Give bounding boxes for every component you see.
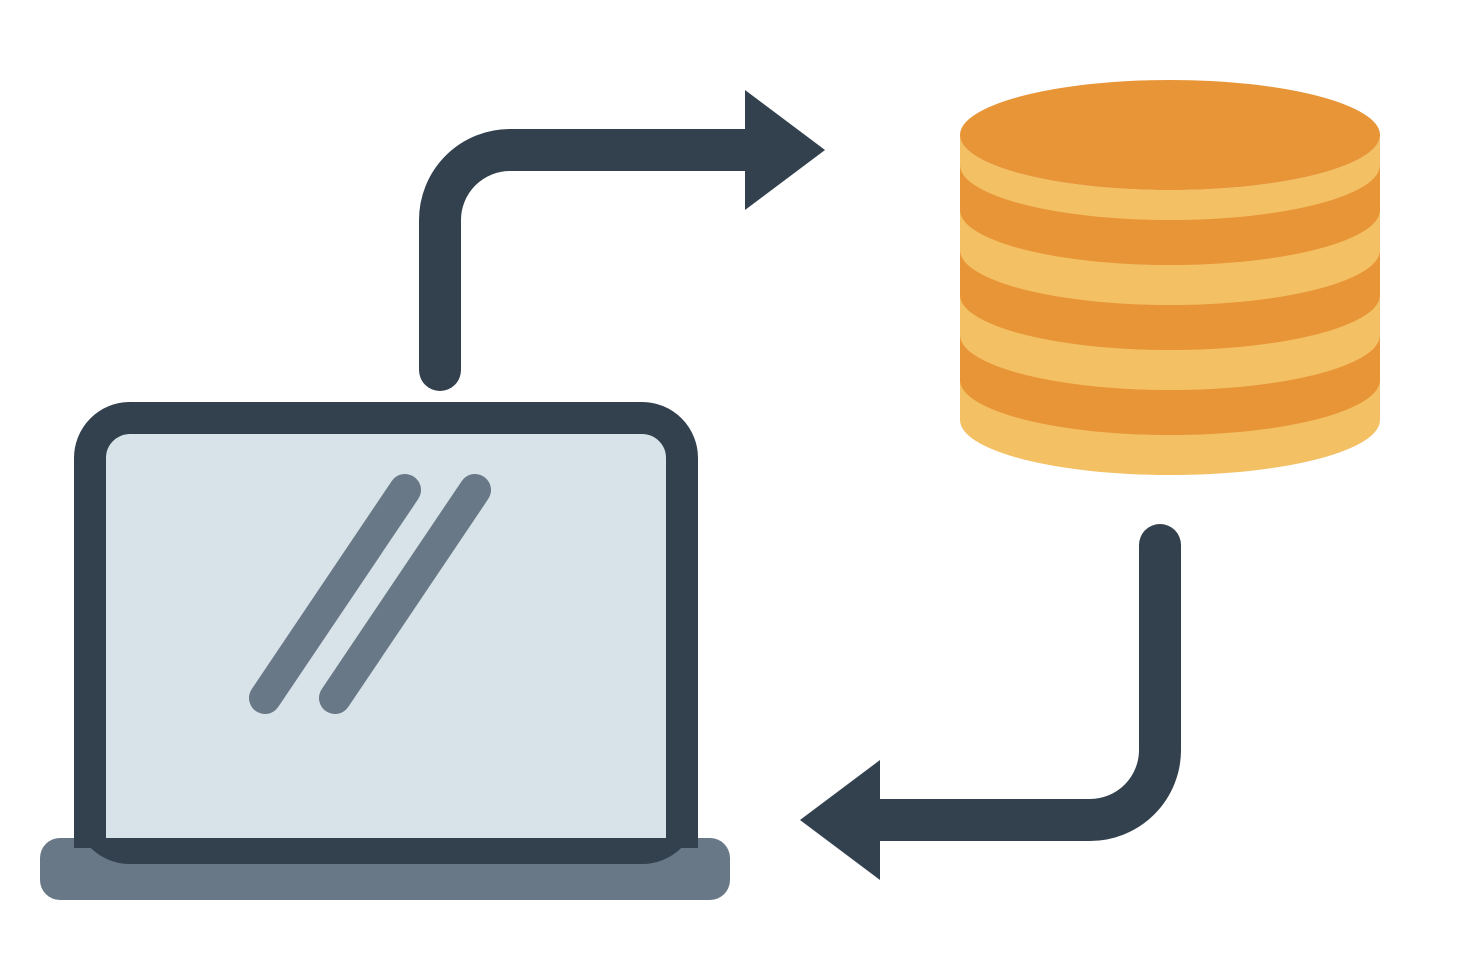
arrow-down-shaft bbox=[870, 545, 1160, 820]
laptop-screen-bottom bbox=[106, 800, 666, 838]
arrow-down-icon bbox=[800, 545, 1160, 880]
database-icon bbox=[960, 80, 1380, 475]
arrow-up-icon bbox=[440, 90, 825, 370]
arrow-up-shaft bbox=[440, 150, 755, 370]
laptop-icon bbox=[40, 418, 730, 900]
database-top bbox=[960, 80, 1380, 190]
arrow-down-head bbox=[800, 760, 880, 880]
data-sync-infographic bbox=[0, 0, 1477, 980]
arrow-up-head bbox=[745, 90, 825, 210]
